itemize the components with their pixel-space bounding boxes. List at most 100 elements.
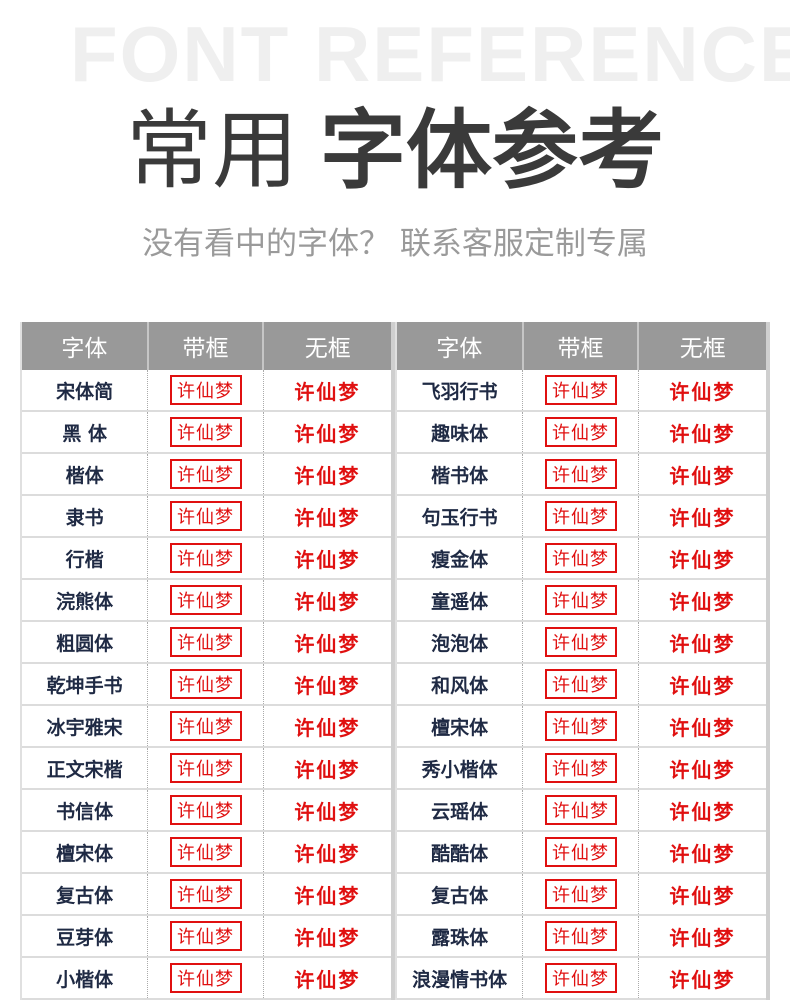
font-table-left: 字体 带框 无框 宋体简 许仙梦 许仙梦黑 体 许仙梦 许仙梦 楷体 许仙梦 许仙… — [20, 322, 395, 1000]
font-name: 浪漫情书体 — [397, 958, 524, 998]
framed-cell: 许仙梦 — [148, 370, 264, 410]
font-name: 和风体 — [397, 664, 524, 704]
font-name: 楷体 — [22, 454, 149, 494]
framed-sample: 许仙梦 — [169, 837, 242, 867]
unframed-sample: 许仙梦 — [294, 673, 361, 698]
table-row: 黑 体 许仙梦 许仙梦 — [22, 412, 391, 454]
table-row: 飞羽行书 许仙梦 许仙梦 — [397, 370, 766, 412]
unframed-sample: 许仙梦 — [669, 463, 736, 488]
framed-cell: 许仙梦 — [148, 412, 264, 452]
table-row: 宋体简 许仙梦 许仙梦 — [22, 370, 391, 412]
unframed-sample: 许仙梦 — [669, 925, 736, 950]
framed-sample: 许仙梦 — [544, 375, 617, 405]
font-name: 飞羽行书 — [397, 370, 524, 410]
unframed-sample: 许仙梦 — [294, 589, 361, 614]
table-row: 豆芽体 许仙梦 许仙梦 — [22, 916, 391, 958]
framed-cell: 许仙梦 — [523, 412, 639, 452]
table-header: 字体 带框 无框 — [397, 322, 766, 370]
framed-sample: 许仙梦 — [544, 459, 617, 489]
font-name: 檀宋体 — [397, 706, 524, 746]
framed-sample: 许仙梦 — [169, 501, 242, 531]
unframed-sample: 许仙梦 — [669, 841, 736, 866]
table-row: 瘦金体 许仙梦 许仙梦 — [397, 538, 766, 580]
framed-sample: 许仙梦 — [544, 585, 617, 615]
table-row: 乾坤手书 许仙梦 许仙梦 — [22, 664, 391, 706]
framed-sample: 许仙梦 — [544, 753, 617, 783]
font-name: 泡泡体 — [397, 622, 524, 662]
title-bold: 字体参考 — [320, 101, 664, 201]
font-name: 粗圆体 — [22, 622, 149, 662]
framed-cell: 许仙梦 — [523, 748, 639, 788]
unframed-sample: 许仙梦 — [294, 841, 361, 866]
framed-cell: 许仙梦 — [523, 370, 639, 410]
table-row: 童遥体 许仙梦 许仙梦 — [397, 580, 766, 622]
framed-cell: 许仙梦 — [148, 454, 264, 494]
framed-cell: 许仙梦 — [523, 790, 639, 830]
framed-sample: 许仙梦 — [169, 879, 242, 909]
title-light: 常用 — [126, 101, 298, 201]
unframed-sample: 许仙梦 — [294, 883, 361, 908]
font-name: 楷书体 — [397, 454, 524, 494]
framed-cell: 许仙梦 — [523, 538, 639, 578]
framed-sample: 许仙梦 — [169, 795, 242, 825]
font-name: 复古体 — [397, 874, 524, 914]
font-name: 小楷体 — [22, 958, 149, 998]
framed-sample: 许仙梦 — [169, 585, 242, 615]
unframed-sample: 许仙梦 — [669, 421, 736, 446]
framed-cell: 许仙梦 — [148, 622, 264, 662]
table-row: 行楷 许仙梦 许仙梦 — [22, 538, 391, 580]
table-row: 泡泡体 许仙梦 许仙梦 — [397, 622, 766, 664]
font-name: 黑 体 — [22, 412, 149, 452]
framed-sample: 许仙梦 — [544, 627, 617, 657]
framed-cell: 许仙梦 — [148, 706, 264, 746]
font-name: 句玉行书 — [397, 496, 524, 536]
framed-sample: 许仙梦 — [544, 669, 617, 699]
framed-cell: 许仙梦 — [523, 496, 639, 536]
framed-sample: 许仙梦 — [544, 963, 617, 993]
table-row: 复古体 许仙梦 许仙梦 — [22, 874, 391, 916]
framed-sample: 许仙梦 — [169, 627, 242, 657]
framed-sample: 许仙梦 — [544, 711, 617, 741]
table-row: 楷体 许仙梦 许仙梦 — [22, 454, 391, 496]
unframed-sample: 许仙梦 — [669, 379, 736, 404]
framed-cell: 许仙梦 — [523, 580, 639, 620]
unframed-sample: 许仙梦 — [669, 547, 736, 572]
unframed-sample: 许仙梦 — [294, 463, 361, 488]
framed-sample: 许仙梦 — [544, 501, 617, 531]
col-framed: 带框 — [524, 322, 640, 370]
table-row: 冰宇雅宋 许仙梦 许仙梦 — [22, 706, 391, 748]
page-title: 常用 字体参考 — [0, 108, 790, 194]
framed-cell: 许仙梦 — [523, 832, 639, 872]
table-body: 宋体简 许仙梦 许仙梦黑 体 许仙梦 许仙梦 楷体 许仙梦 许仙梦 隶书 许仙梦 许… — [22, 370, 391, 1000]
font-name: 童遥体 — [397, 580, 524, 620]
framed-cell: 许仙梦 — [148, 580, 264, 620]
unframed-sample: 许仙梦 — [669, 967, 736, 992]
framed-sample: 许仙梦 — [544, 921, 617, 951]
font-name: 隶书 — [22, 496, 149, 536]
table-row: 檀宋体 许仙梦 许仙梦 — [397, 706, 766, 748]
unframed-sample: 许仙梦 — [294, 379, 361, 404]
framed-sample: 许仙梦 — [169, 543, 242, 573]
table-header: 字体 带框 无框 — [22, 322, 391, 370]
table-row: 句玉行书 许仙梦 许仙梦 — [397, 496, 766, 538]
framed-cell: 许仙梦 — [148, 874, 264, 914]
font-name: 檀宋体 — [22, 832, 149, 872]
unframed-sample: 许仙梦 — [669, 505, 736, 530]
framed-sample: 许仙梦 — [544, 879, 617, 909]
framed-cell: 许仙梦 — [523, 874, 639, 914]
unframed-sample: 许仙梦 — [669, 883, 736, 908]
framed-cell: 许仙梦 — [148, 832, 264, 872]
table-row: 浪漫情书体 许仙梦 许仙梦 — [397, 958, 766, 1000]
unframed-sample: 许仙梦 — [294, 925, 361, 950]
framed-cell: 许仙梦 — [148, 538, 264, 578]
framed-sample: 许仙梦 — [169, 711, 242, 741]
table-row: 酷酷体 许仙梦 许仙梦 — [397, 832, 766, 874]
framed-cell: 许仙梦 — [148, 664, 264, 704]
font-name: 秀小楷体 — [397, 748, 524, 788]
unframed-sample: 许仙梦 — [294, 631, 361, 656]
font-table-right: 字体 带框 无框 飞羽行书 许仙梦 许仙梦 趣味体 许仙梦 许仙梦 楷书体 许仙梦 … — [395, 322, 770, 1000]
col-framed: 带框 — [149, 322, 265, 370]
col-font: 字体 — [22, 322, 149, 370]
framed-sample: 许仙梦 — [169, 375, 242, 405]
col-unframed: 无框 — [304, 336, 351, 362]
